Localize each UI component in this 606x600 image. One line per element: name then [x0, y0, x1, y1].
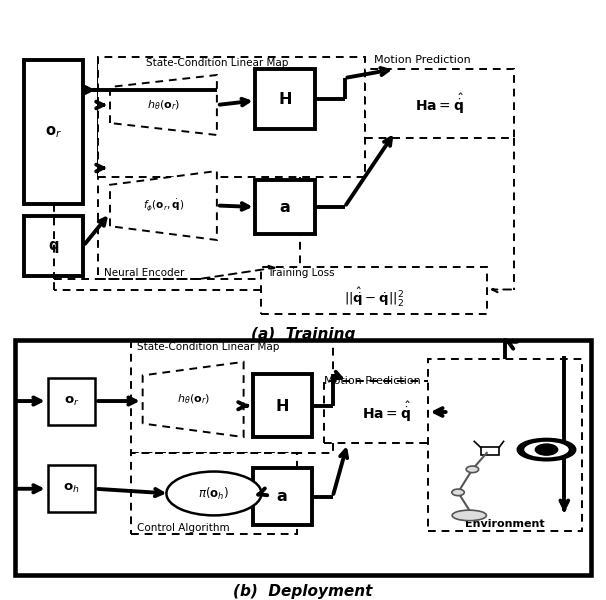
Text: Neural Encoder: Neural Encoder [104, 268, 184, 277]
Text: $h_\theta(\mathbf{o}_r)$: $h_\theta(\mathbf{o}_r)$ [147, 98, 180, 112]
Ellipse shape [518, 439, 574, 460]
Text: Motion Prediction: Motion Prediction [324, 376, 421, 386]
Ellipse shape [524, 442, 569, 457]
Text: $f_\phi(\mathbf{o}_r,\dot{\mathbf{q}})$: $f_\phi(\mathbf{o}_r,\dot{\mathbf{q}})$ [143, 197, 184, 214]
FancyBboxPatch shape [256, 180, 315, 234]
FancyBboxPatch shape [261, 267, 487, 313]
FancyBboxPatch shape [48, 377, 95, 425]
Circle shape [466, 466, 479, 473]
FancyBboxPatch shape [324, 380, 448, 443]
Text: $\mathbf{Ha} = \hat{\dot{\mathbf{q}}}$: $\mathbf{Ha} = \hat{\dot{\mathbf{q}}}$ [362, 400, 410, 424]
FancyBboxPatch shape [253, 469, 312, 525]
Text: $\mathbf{o}_r$: $\mathbf{o}_r$ [64, 394, 79, 407]
FancyBboxPatch shape [24, 216, 83, 276]
FancyBboxPatch shape [256, 69, 315, 129]
Ellipse shape [167, 472, 261, 515]
FancyBboxPatch shape [253, 374, 312, 437]
Text: Environment: Environment [465, 518, 545, 529]
Text: State-Condition Linear Map: State-Condition Linear Map [145, 58, 288, 68]
Circle shape [534, 443, 558, 456]
Text: $h_\theta(\mathbf{o}_r)$: $h_\theta(\mathbf{o}_r)$ [176, 392, 210, 406]
Polygon shape [110, 171, 217, 240]
Text: $\mathbf{Ha} = \hat{\dot{\mathbf{q}}}$: $\mathbf{Ha} = \hat{\dot{\mathbf{q}}}$ [415, 91, 464, 116]
Text: Training Loss: Training Loss [267, 269, 335, 278]
FancyBboxPatch shape [98, 60, 300, 279]
Text: $\mathbf{a}$: $\mathbf{a}$ [276, 489, 288, 504]
Polygon shape [142, 362, 244, 437]
Polygon shape [110, 75, 217, 135]
Text: (b)  Deployment: (b) Deployment [233, 584, 373, 599]
Text: $\mathbf{o}_h$: $\mathbf{o}_h$ [63, 482, 79, 496]
Text: $\dot{\mathbf{q}}$: $\dot{\mathbf{q}}$ [48, 236, 59, 256]
Text: $\mathbf{a}$: $\mathbf{a}$ [279, 199, 291, 214]
FancyBboxPatch shape [131, 453, 297, 534]
Text: $\mathbf{H}$: $\mathbf{H}$ [275, 398, 289, 414]
FancyBboxPatch shape [98, 57, 365, 177]
Ellipse shape [452, 510, 487, 521]
FancyBboxPatch shape [365, 69, 514, 138]
Text: $\mathbf{H}$: $\mathbf{H}$ [278, 91, 292, 107]
Text: $\mathbf{o}_r$: $\mathbf{o}_r$ [45, 124, 62, 140]
FancyBboxPatch shape [24, 60, 83, 204]
Text: Control Algorithm: Control Algorithm [137, 523, 229, 533]
FancyBboxPatch shape [131, 340, 333, 453]
FancyBboxPatch shape [481, 447, 499, 455]
FancyBboxPatch shape [48, 465, 95, 512]
Text: $||\hat{\dot{\mathbf{q}}} - \dot{\mathbf{q}}||_2^2$: $||\hat{\dot{\mathbf{q}}} - \dot{\mathbf… [344, 286, 404, 308]
Text: (a)  Training: (a) Training [251, 327, 355, 342]
Text: State-Condition Linear Map: State-Condition Linear Map [137, 341, 279, 352]
Text: Motion Prediction: Motion Prediction [375, 55, 471, 65]
Text: $\pi(\mathbf{o}_h)$: $\pi(\mathbf{o}_h)$ [198, 485, 230, 502]
Circle shape [452, 489, 464, 496]
FancyBboxPatch shape [428, 359, 582, 531]
